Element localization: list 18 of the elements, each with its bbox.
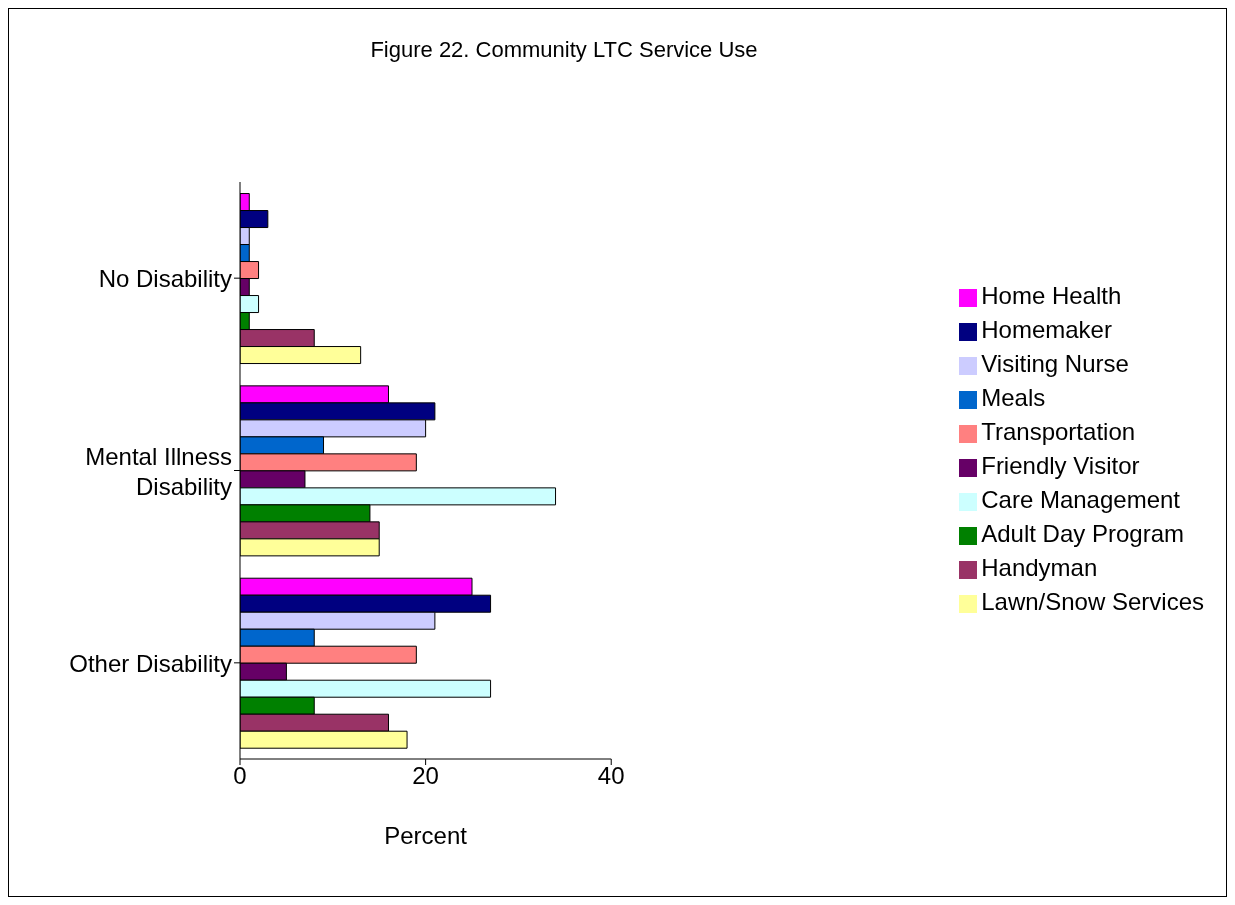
legend-label: Homemaker [981, 316, 1112, 343]
legend-label: Friendly Visitor [981, 452, 1140, 479]
x-tick-label: 20 [412, 762, 439, 790]
y-tick-label: Mental Illness Disability [85, 442, 232, 499]
y-tick-label: No Disability [98, 264, 232, 292]
chart-title: Figure 22. Community LTC Service Use [369, 37, 759, 63]
legend-label: Transportation [981, 418, 1136, 445]
y-tick-label: Other Disability [69, 649, 232, 677]
legend-label: Adult Day Program [981, 520, 1184, 547]
legend-label: Visiting Nurse [981, 350, 1129, 377]
legend-label: Care Management [981, 486, 1180, 513]
x-axis-title: Percent [384, 822, 468, 849]
legend-label: Meals [981, 384, 1046, 411]
x-tick-label: 40 [597, 762, 625, 790]
legend-label: Handyman [981, 554, 1098, 581]
legend-label: Lawn/Snow Services [981, 588, 1204, 615]
legend-label: Home Health [981, 282, 1122, 309]
x-tick-label: 0 [233, 762, 247, 790]
